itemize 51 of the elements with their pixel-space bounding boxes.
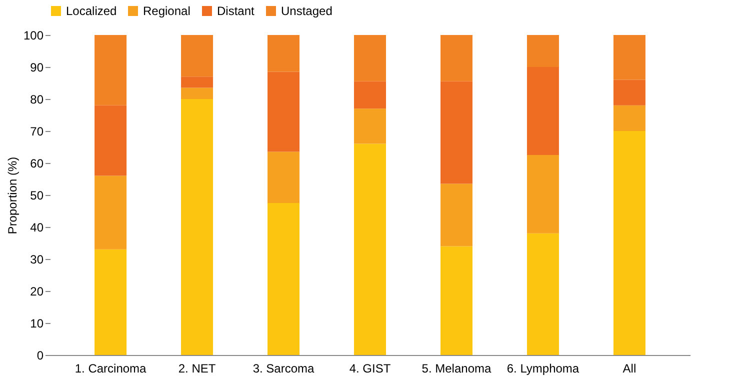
bar	[181, 88, 214, 99]
y-tick-label: 10	[30, 316, 44, 330]
legend-label: Distant	[217, 4, 256, 18]
x-tick-label: 3. Sarcoma	[252, 362, 315, 376]
bar	[181, 76, 214, 88]
y-tick-label: 80	[30, 92, 44, 106]
y-tick-label: 0	[36, 348, 44, 362]
bar	[526, 155, 559, 234]
y-tick-label: 30	[30, 252, 44, 266]
bar	[526, 67, 559, 155]
bar	[526, 233, 559, 355]
y-tick-label: 60	[30, 156, 44, 170]
bar	[354, 108, 386, 144]
legend-label: Regional	[143, 4, 190, 18]
bar	[440, 246, 472, 355]
y-tick-label: 90	[30, 60, 44, 74]
bar	[181, 99, 214, 355]
x-tick-label: 2. NET	[178, 362, 216, 376]
y-tick-label: 40	[30, 220, 44, 234]
bar	[94, 35, 127, 106]
bar	[526, 35, 559, 67]
bar	[440, 184, 472, 246]
bar	[613, 131, 646, 355]
x-tick-label: 5. Melanoma	[422, 362, 492, 376]
bar	[94, 176, 127, 250]
x-tick-label: 4. GIST	[349, 362, 392, 376]
legend-label: Localized	[66, 4, 117, 18]
bar	[440, 81, 472, 184]
bar	[613, 105, 646, 131]
y-tick-label: 70	[30, 124, 44, 138]
x-tick-label: All	[622, 362, 636, 376]
bar	[268, 152, 300, 203]
bar	[354, 144, 386, 355]
bar	[268, 72, 300, 152]
y-tick-label: 20	[30, 284, 44, 298]
bar	[268, 35, 300, 72]
legend-label: Unstaged	[281, 4, 332, 18]
y-tick-label: 50	[30, 188, 44, 202]
bar	[181, 35, 214, 77]
bar	[354, 81, 386, 109]
bar	[613, 80, 646, 106]
bar	[354, 35, 386, 82]
bar	[613, 35, 646, 80]
y-tick-label: 100	[23, 28, 44, 42]
bar	[94, 249, 127, 355]
x-tick-label: 1. Carcinoma	[74, 362, 147, 376]
x-tick-label: 6. Lymphoma	[506, 362, 580, 376]
y-axis-title: Proportion (%)	[5, 156, 20, 234]
bar	[268, 203, 300, 355]
bar	[440, 35, 472, 82]
bar	[94, 105, 127, 176]
